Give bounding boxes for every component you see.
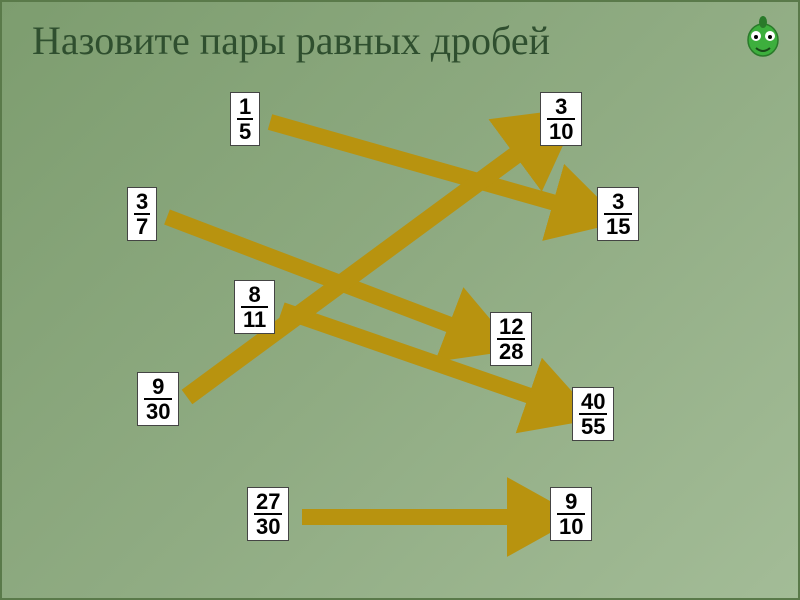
numerator: 40 bbox=[579, 390, 607, 415]
fraction-f_3_7: 37 bbox=[127, 187, 157, 241]
fraction-f_1_5: 15 bbox=[230, 92, 260, 146]
numerator: 27 bbox=[254, 490, 282, 515]
denominator: 55 bbox=[579, 415, 607, 438]
denominator: 30 bbox=[254, 515, 282, 538]
mascot-icon bbox=[738, 8, 788, 63]
slide: Назовите пары равных дробей 153103731581… bbox=[0, 0, 800, 600]
numerator: 9 bbox=[144, 375, 172, 400]
numerator: 3 bbox=[604, 190, 632, 215]
numerator: 12 bbox=[497, 315, 525, 340]
numerator: 1 bbox=[237, 95, 253, 120]
fraction-f_9_30: 930 bbox=[137, 372, 179, 426]
numerator: 8 bbox=[241, 283, 268, 308]
arrows-layer bbox=[2, 2, 800, 600]
numerator: 9 bbox=[557, 490, 585, 515]
denominator: 11 bbox=[241, 308, 268, 331]
denominator: 30 bbox=[144, 400, 172, 423]
denominator: 15 bbox=[604, 215, 632, 238]
denominator: 10 bbox=[557, 515, 585, 538]
numerator: 3 bbox=[547, 95, 575, 120]
denominator: 10 bbox=[547, 120, 575, 143]
numerator: 3 bbox=[134, 190, 150, 215]
fraction-f_3_15: 315 bbox=[597, 187, 639, 241]
fraction-f_27_30: 2730 bbox=[247, 487, 289, 541]
fraction-f_8_11: 811 bbox=[234, 280, 275, 334]
denominator: 5 bbox=[237, 120, 253, 143]
fraction-f_9_10: 910 bbox=[550, 487, 592, 541]
fraction-f_12_28: 1228 bbox=[490, 312, 532, 366]
denominator: 28 bbox=[497, 340, 525, 363]
fraction-f_40_55: 4055 bbox=[572, 387, 614, 441]
fraction-f_3_10: 310 bbox=[540, 92, 582, 146]
denominator: 7 bbox=[134, 215, 150, 238]
